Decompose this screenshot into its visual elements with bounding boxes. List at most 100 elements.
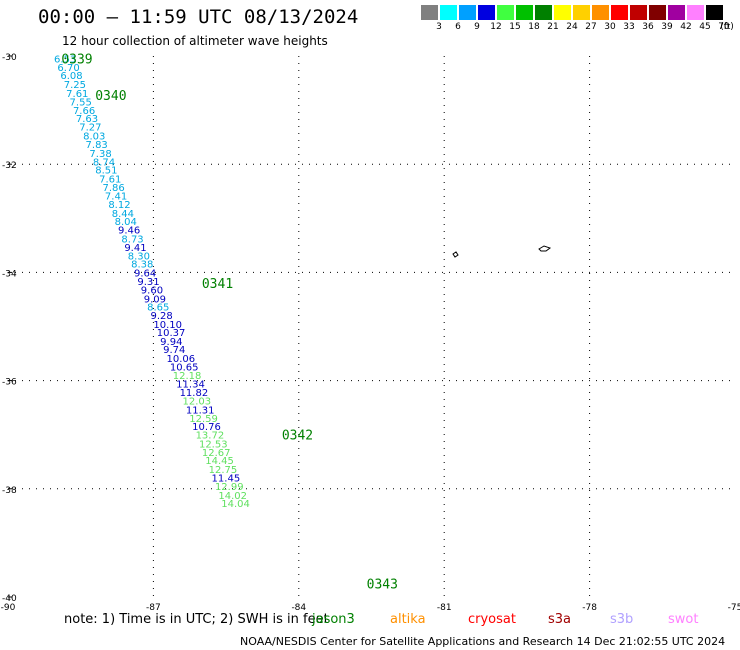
wave-height-value: 6.53 xyxy=(54,55,76,66)
wave-height-value: 8.38 xyxy=(131,260,153,271)
scale-swatch-45 xyxy=(687,5,704,20)
scale-label-27: 27 xyxy=(585,22,597,32)
wave-height-value: 9.28 xyxy=(150,311,172,322)
wave-height-value: 11.31 xyxy=(186,405,215,416)
scale-label-42: 42 xyxy=(680,22,692,32)
scale-label-15: 15 xyxy=(509,22,521,32)
wave-height-value: 9.41 xyxy=(124,243,146,254)
wave-height-value: 9.94 xyxy=(160,337,182,348)
wave-height-value: 14.04 xyxy=(221,499,250,510)
scale-label-18: 18 xyxy=(528,22,540,32)
lat-tick-label: -38 xyxy=(2,486,17,496)
wave-height-value: 9.09 xyxy=(144,294,166,305)
wave-height-value: 10.06 xyxy=(166,354,195,365)
scale-label-9: 9 xyxy=(474,22,480,32)
wave-height-value: 7.55 xyxy=(70,97,92,108)
satellite-s3b: s3b xyxy=(610,612,634,627)
wave-height-value: 11.34 xyxy=(176,379,205,390)
wave-height-value: 8.73 xyxy=(121,234,143,245)
scale-label-24: 24 xyxy=(566,22,578,32)
scale-swatch-30 xyxy=(592,5,609,20)
scale-swatch-21 xyxy=(535,5,552,20)
wave-height-value: 8.30 xyxy=(128,252,150,263)
wave-height-value: 10.10 xyxy=(153,320,182,331)
wave-height-value: 9.74 xyxy=(163,345,185,356)
island-shape xyxy=(452,251,459,258)
wave-height-value: 9.64 xyxy=(134,268,156,279)
wave-height-value: 13.72 xyxy=(196,431,225,442)
wave-height-value: 12.18 xyxy=(173,371,202,382)
scale-swatch-27 xyxy=(573,5,590,20)
lat-tick-label: -40 xyxy=(2,594,17,604)
time-label: 0341 xyxy=(202,277,233,292)
wave-height-value: 9.46 xyxy=(118,226,140,237)
wave-height-value: 7.63 xyxy=(76,114,98,125)
wave-height-value: 10.76 xyxy=(192,422,221,433)
wave-height-value: 7.83 xyxy=(86,140,108,151)
wave-height-value: 7.61 xyxy=(66,89,88,100)
lon-tick-label: -78 xyxy=(582,603,597,613)
scale-unit: (ft) xyxy=(720,22,734,32)
time-label: 0339 xyxy=(61,53,92,68)
wave-height-value: 12.75 xyxy=(209,465,238,476)
scale-label-12: 12 xyxy=(490,22,502,32)
scale-label-70: 70 xyxy=(718,22,730,32)
scale-swatch-42 xyxy=(668,5,685,20)
wave-height-value: 10.65 xyxy=(170,363,199,374)
wave-height-value: 8.12 xyxy=(108,200,130,211)
lat-tick-label: -34 xyxy=(2,269,17,279)
wave-height-value: 8.44 xyxy=(112,209,134,220)
wave-height-value: 6.08 xyxy=(60,71,82,82)
scale-label-39: 39 xyxy=(661,22,673,32)
wave-height-value: 8.74 xyxy=(93,157,115,168)
time-label: 0343 xyxy=(367,577,398,592)
lon-tick-label: -81 xyxy=(437,603,452,613)
satellite-swot: swot xyxy=(668,612,699,627)
time-label: 0342 xyxy=(282,429,313,444)
lat-tick-label: -32 xyxy=(2,161,17,171)
scale-label-33: 33 xyxy=(623,22,635,32)
scale-swatch-3 xyxy=(421,5,438,20)
wave-height-value: 8.51 xyxy=(95,166,117,177)
wave-height-value: 14.02 xyxy=(218,491,247,502)
wave-height-value: 8.65 xyxy=(147,302,169,313)
scale-label-36: 36 xyxy=(642,22,654,32)
lon-tick-label: -90 xyxy=(1,603,16,613)
scale-swatch-39 xyxy=(649,5,666,20)
wave-height-value: 12.03 xyxy=(182,397,211,408)
scale-swatch-9 xyxy=(459,5,476,20)
wave-height-value: 7.61 xyxy=(99,174,121,185)
wave-height-value: 6.70 xyxy=(57,63,79,74)
wave-height-value: 7.41 xyxy=(105,192,127,203)
wave-height-value: 8.04 xyxy=(115,217,137,228)
scale-label-45: 45 xyxy=(699,22,711,32)
wave-height-value: 8.03 xyxy=(83,132,105,143)
wave-height-value: 12.67 xyxy=(202,448,231,459)
scale-label-30: 30 xyxy=(604,22,616,32)
lat-tick-label: -30 xyxy=(2,53,17,63)
wave-height-value: 7.66 xyxy=(73,106,95,117)
island-shape xyxy=(538,245,552,252)
satellite-altika: altika xyxy=(390,612,426,627)
wave-height-value: 11.45 xyxy=(212,473,241,484)
scale-swatch-15 xyxy=(497,5,514,20)
wave-height-value: 9.31 xyxy=(137,277,159,288)
wave-height-value: 11.82 xyxy=(180,388,209,399)
wave-height-value: 9.60 xyxy=(141,286,163,297)
lon-tick-label: -84 xyxy=(291,603,306,613)
lat-tick-label: -36 xyxy=(2,378,17,388)
scale-swatch-12 xyxy=(478,5,495,20)
scale-swatch-33 xyxy=(611,5,628,20)
islands xyxy=(452,245,552,258)
lon-tick-label: -87 xyxy=(146,603,161,613)
scale-swatch-36 xyxy=(630,5,647,20)
scale-label-21: 21 xyxy=(547,22,559,32)
map-grid xyxy=(8,56,735,597)
wave-height-value: 12.53 xyxy=(199,439,228,450)
wave-height-value: 7.25 xyxy=(64,80,86,91)
wave-height-value: 7.27 xyxy=(79,122,101,133)
time-labels: 0339 0340 0341 0342 0343 xyxy=(61,53,398,593)
observation-track: 6.536.706.087.257.617.557.667.637.278.03… xyxy=(54,55,250,510)
footer-credit: NOAA/NESDIS Center for Satellite Applica… xyxy=(240,635,726,648)
wave-height-value: 12.99 xyxy=(215,482,244,493)
